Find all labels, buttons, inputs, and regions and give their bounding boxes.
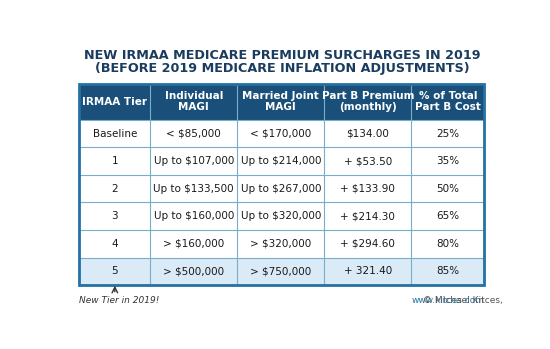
- Text: Up to $160,000: Up to $160,000: [153, 211, 234, 221]
- Text: NEW IRMAA MEDICARE PREMIUM SURCHARGES IN 2019: NEW IRMAA MEDICARE PREMIUM SURCHARGES IN…: [84, 49, 480, 61]
- Text: Up to $320,000: Up to $320,000: [241, 211, 321, 221]
- Text: 5: 5: [112, 266, 118, 276]
- Text: © Michael Kitces,: © Michael Kitces,: [422, 296, 505, 305]
- Text: 2: 2: [112, 184, 118, 194]
- Bar: [79, 120, 485, 147]
- Text: < $85,000: < $85,000: [167, 128, 221, 139]
- Text: Part B Premium
(monthly): Part B Premium (monthly): [322, 91, 414, 112]
- Text: 25%: 25%: [436, 128, 459, 139]
- Text: + 321.40: + 321.40: [344, 266, 392, 276]
- Text: Individual
MAGI: Individual MAGI: [164, 91, 223, 112]
- Text: 50%: 50%: [436, 184, 459, 194]
- Text: + $214.30: + $214.30: [340, 211, 395, 221]
- Text: 4: 4: [112, 239, 118, 249]
- Text: (BEFORE 2019 MEDICARE INFLATION ADJUSTMENTS): (BEFORE 2019 MEDICARE INFLATION ADJUSTME…: [95, 62, 469, 75]
- Bar: [79, 83, 485, 120]
- Text: < $170,000: < $170,000: [250, 128, 311, 139]
- Text: % of Total
Part B Cost: % of Total Part B Cost: [415, 91, 481, 112]
- Text: 1: 1: [112, 156, 118, 166]
- Text: Up to $214,000: Up to $214,000: [240, 156, 321, 166]
- Text: > $160,000: > $160,000: [163, 239, 224, 249]
- Text: > $500,000: > $500,000: [163, 266, 224, 276]
- Bar: [79, 202, 485, 230]
- Text: 85%: 85%: [436, 266, 459, 276]
- Text: 3: 3: [112, 211, 118, 221]
- Bar: [79, 147, 485, 175]
- Text: Up to $267,000: Up to $267,000: [240, 184, 321, 194]
- Text: > $750,000: > $750,000: [250, 266, 311, 276]
- Text: 80%: 80%: [436, 239, 459, 249]
- Text: Baseline: Baseline: [92, 128, 137, 139]
- Bar: [79, 175, 485, 202]
- Text: 35%: 35%: [436, 156, 459, 166]
- Text: New Tier in 2019!: New Tier in 2019!: [79, 296, 160, 305]
- Text: + $53.50: + $53.50: [344, 156, 392, 166]
- Text: + $294.60: + $294.60: [340, 239, 395, 249]
- Text: IRMAA Tier: IRMAA Tier: [82, 97, 147, 107]
- Bar: [79, 230, 485, 258]
- Text: > $320,000: > $320,000: [250, 239, 311, 249]
- Bar: [79, 258, 485, 285]
- Text: Up to $107,000: Up to $107,000: [153, 156, 234, 166]
- Text: Married Joint
MAGI: Married Joint MAGI: [243, 91, 319, 112]
- Text: www.kitces.com: www.kitces.com: [411, 296, 485, 305]
- Bar: [79, 83, 485, 285]
- Text: 65%: 65%: [436, 211, 459, 221]
- Text: Up to $133,500: Up to $133,500: [153, 184, 234, 194]
- Text: $134.00: $134.00: [346, 128, 389, 139]
- Text: + $133.90: + $133.90: [340, 184, 395, 194]
